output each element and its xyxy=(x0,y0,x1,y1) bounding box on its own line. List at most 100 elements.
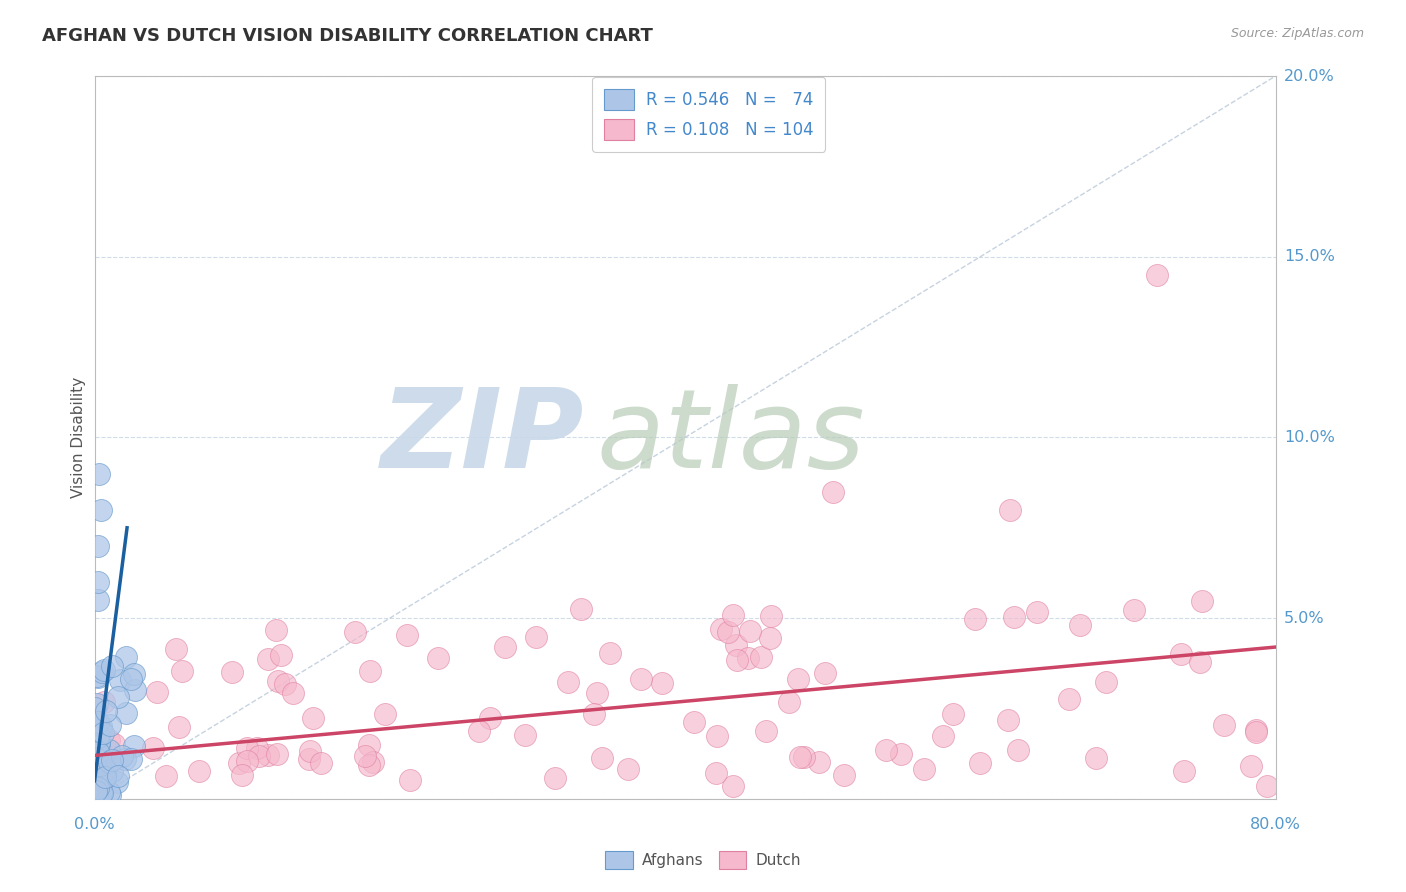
Point xyxy=(90,719,112,733)
Point xyxy=(266,747,288,762)
Point xyxy=(165,641,187,656)
Point xyxy=(93,763,115,777)
Point xyxy=(361,756,384,770)
Point xyxy=(98,718,121,732)
Point xyxy=(524,631,547,645)
Point xyxy=(755,723,778,738)
Point xyxy=(89,776,111,790)
Point xyxy=(998,502,1021,516)
Point xyxy=(87,467,110,481)
Point xyxy=(1094,675,1116,690)
Point xyxy=(101,764,124,778)
Y-axis label: Vision Disability: Vision Disability xyxy=(72,376,86,498)
Point xyxy=(479,711,502,725)
Point xyxy=(188,764,211,778)
Point xyxy=(167,720,190,734)
Point xyxy=(87,730,110,744)
Point xyxy=(91,772,114,787)
Point xyxy=(1170,647,1192,661)
Point xyxy=(814,665,837,680)
Point xyxy=(912,762,935,776)
Point xyxy=(569,602,592,616)
Point xyxy=(101,753,124,767)
Point xyxy=(357,739,380,753)
Point xyxy=(737,650,759,665)
Point xyxy=(1123,603,1146,617)
Point xyxy=(84,769,107,783)
Point xyxy=(111,748,134,763)
Point xyxy=(494,640,516,655)
Point xyxy=(86,765,108,780)
Point xyxy=(1025,605,1047,619)
Point xyxy=(91,786,114,800)
Point xyxy=(396,627,419,641)
Point xyxy=(1057,691,1080,706)
Text: AFGHAN VS DUTCH VISION DISABILITY CORRELATION CHART: AFGHAN VS DUTCH VISION DISABILITY CORREL… xyxy=(42,27,652,45)
Point xyxy=(786,673,808,687)
Point xyxy=(84,784,107,798)
Point xyxy=(585,686,607,700)
Point xyxy=(84,752,107,766)
Point xyxy=(257,651,280,665)
Point xyxy=(725,653,748,667)
Point xyxy=(1256,779,1278,793)
Point xyxy=(758,632,780,646)
Point xyxy=(235,754,257,768)
Point xyxy=(221,665,243,680)
Point xyxy=(1007,743,1029,757)
Point xyxy=(91,764,114,779)
Point xyxy=(399,773,422,788)
Text: 80.0%: 80.0% xyxy=(1250,817,1301,832)
Point xyxy=(582,707,605,722)
Point xyxy=(997,714,1019,728)
Text: 10.0%: 10.0% xyxy=(1284,430,1334,445)
Point xyxy=(91,725,114,739)
Point xyxy=(343,625,366,640)
Point xyxy=(90,723,112,737)
Point xyxy=(1213,718,1236,732)
Point xyxy=(778,695,800,709)
Point xyxy=(591,750,613,764)
Point xyxy=(706,729,728,743)
Point xyxy=(1244,725,1267,739)
Point xyxy=(1189,655,1212,669)
Point xyxy=(721,779,744,793)
Point xyxy=(1069,617,1091,632)
Point xyxy=(96,704,118,718)
Text: Source: ZipAtlas.com: Source: ZipAtlas.com xyxy=(1230,27,1364,40)
Point xyxy=(557,675,579,690)
Point xyxy=(298,751,321,765)
Point xyxy=(789,749,811,764)
Point xyxy=(122,666,145,681)
Point xyxy=(807,755,830,769)
Point xyxy=(84,723,107,737)
Legend: R = 0.546   N =   74, R = 0.108   N = 104: R = 0.546 N = 74, R = 0.108 N = 104 xyxy=(592,77,825,152)
Point xyxy=(228,756,250,770)
Point xyxy=(759,609,782,624)
Point xyxy=(124,682,146,697)
Point xyxy=(97,755,120,769)
Point xyxy=(357,758,380,772)
Point xyxy=(155,769,177,783)
Point xyxy=(1240,758,1263,772)
Point xyxy=(87,593,110,607)
Point xyxy=(84,726,107,740)
Point xyxy=(86,789,108,803)
Point xyxy=(710,623,733,637)
Point xyxy=(599,646,621,660)
Point xyxy=(87,784,110,798)
Point xyxy=(87,715,110,730)
Point xyxy=(270,648,292,662)
Point xyxy=(515,728,537,742)
Point xyxy=(107,690,129,704)
Point xyxy=(107,769,129,783)
Point xyxy=(146,685,169,699)
Point xyxy=(706,766,728,780)
Point xyxy=(93,663,115,677)
Point xyxy=(87,785,110,799)
Point xyxy=(749,650,772,665)
Text: 15.0%: 15.0% xyxy=(1284,249,1334,264)
Point xyxy=(87,745,110,759)
Point xyxy=(86,717,108,731)
Point xyxy=(427,650,450,665)
